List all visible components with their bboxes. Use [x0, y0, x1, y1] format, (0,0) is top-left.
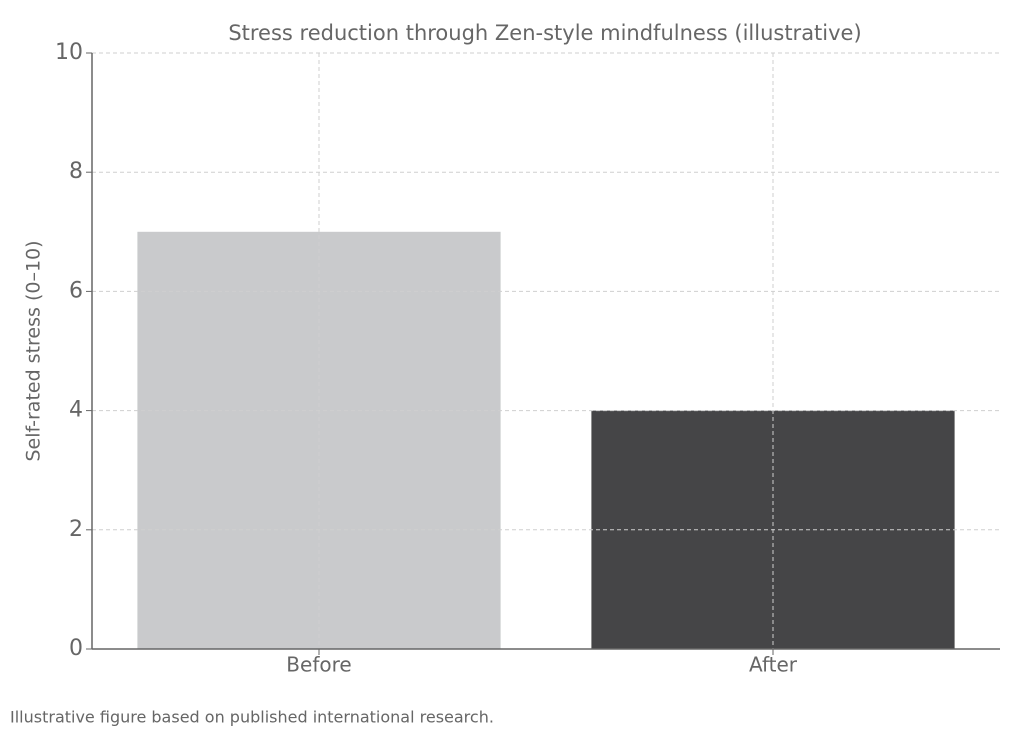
y-axis-label: Self-rated stress (0–10): [23, 240, 45, 461]
chart-title: Stress reduction through Zen-style mindf…: [228, 21, 861, 45]
x-tick-label: After: [749, 653, 798, 677]
y-tick-label: 0: [69, 636, 83, 661]
y-tick-label: 2: [69, 517, 83, 542]
y-tick-label: 8: [69, 159, 83, 184]
y-tick-label: 6: [69, 278, 83, 303]
footnote: Illustrative figure based on published i…: [10, 708, 494, 727]
x-tick-label: Before: [286, 653, 351, 677]
y-tick-label: 10: [55, 40, 83, 65]
y-tick-label: 4: [69, 398, 83, 423]
